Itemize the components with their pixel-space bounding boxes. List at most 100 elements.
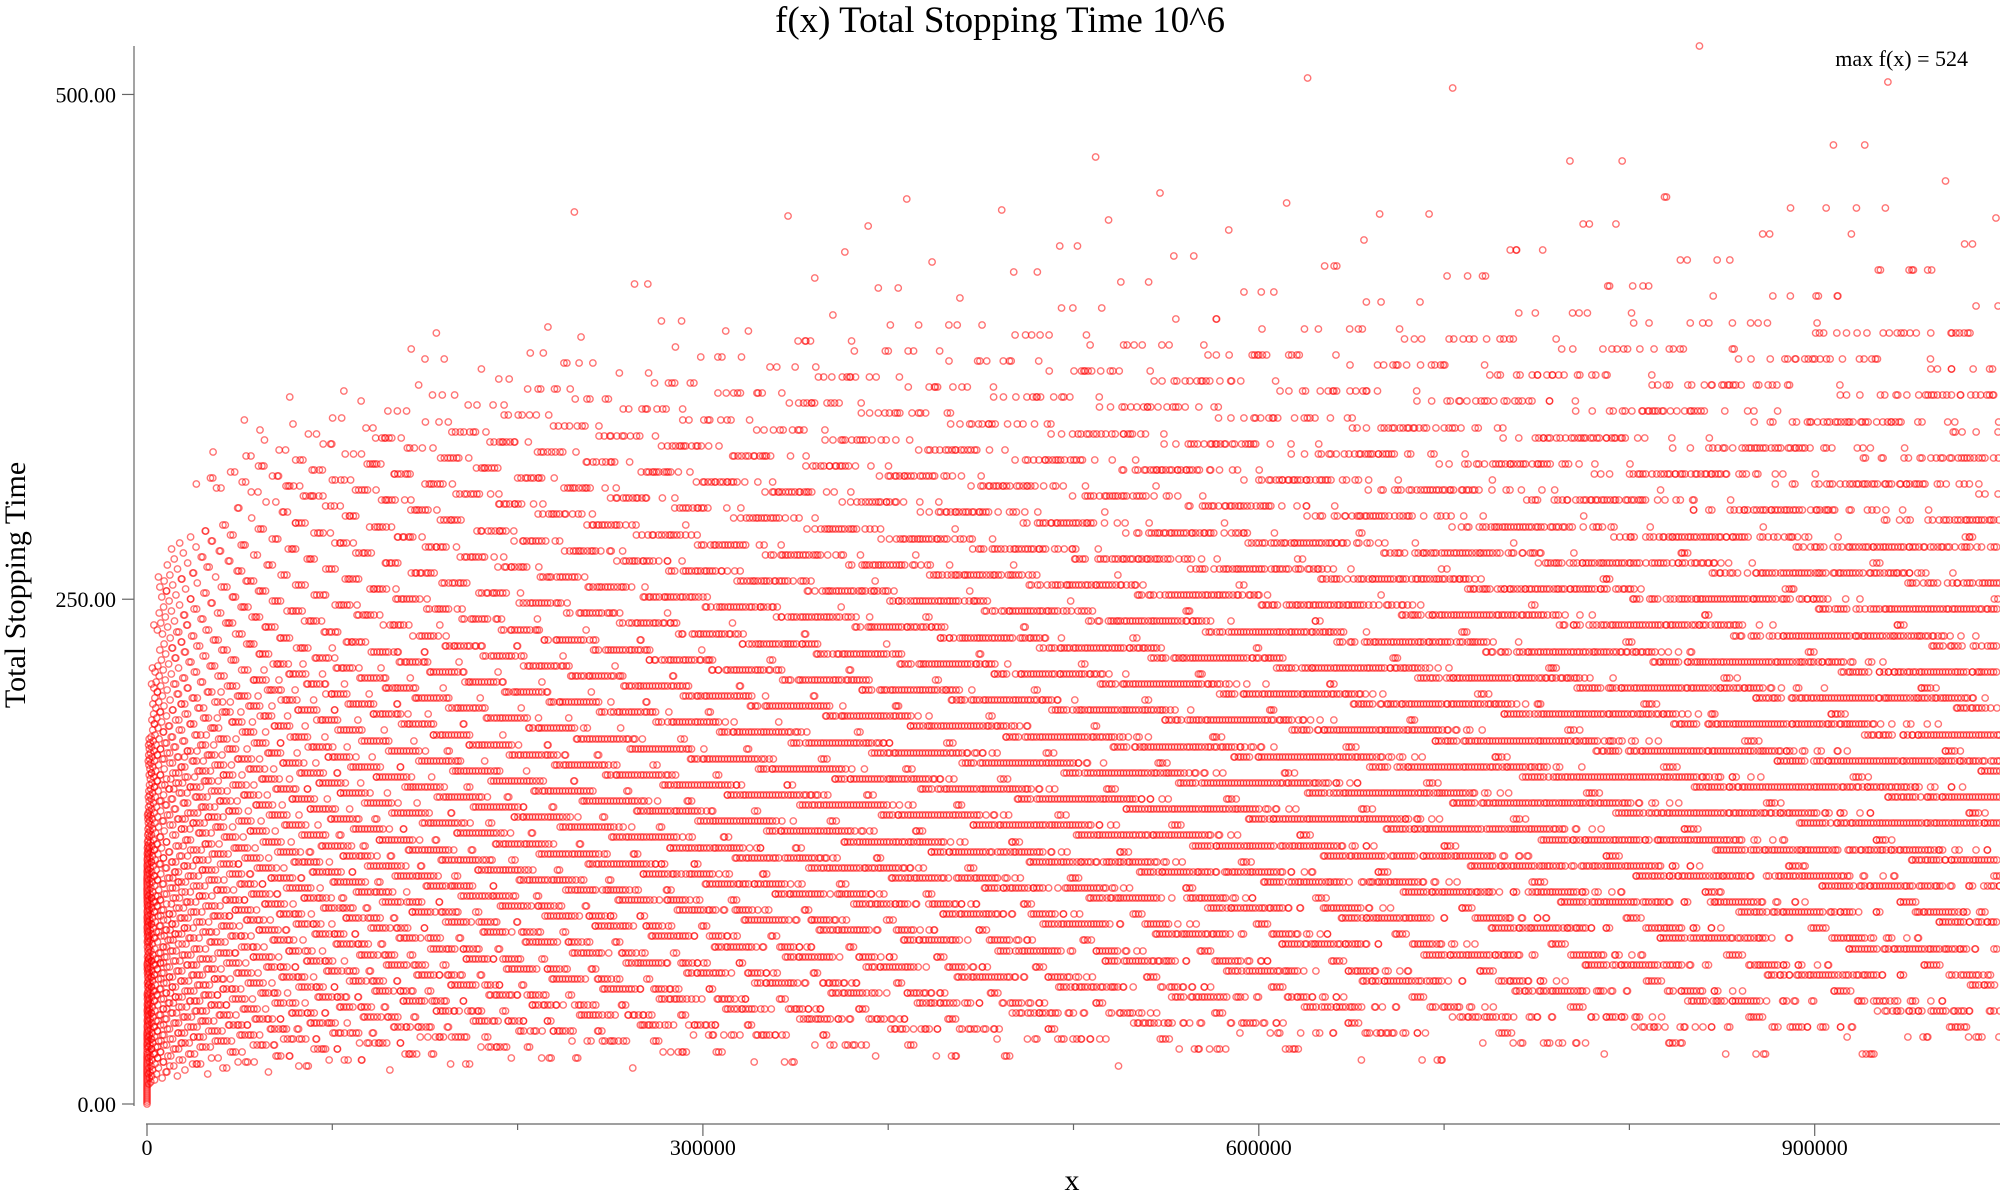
- data-point: [581, 975, 590, 983]
- data-point: [340, 957, 349, 965]
- data-point: [343, 743, 352, 751]
- data-point: [420, 924, 429, 932]
- data-point: [678, 416, 687, 424]
- data-point: [166, 634, 175, 642]
- data-point: [653, 761, 661, 769]
- data-point: [550, 474, 559, 482]
- data-point: [406, 674, 415, 682]
- data-point: [165, 571, 174, 579]
- data-point: [192, 480, 201, 488]
- data-point: [156, 682, 165, 690]
- data-point: [413, 799, 422, 807]
- data-point: [254, 692, 262, 700]
- data-point: [283, 712, 292, 720]
- data-point: [544, 411, 553, 419]
- data-point: [151, 731, 159, 739]
- data-point: [283, 989, 292, 997]
- data-point: [500, 401, 508, 409]
- data-point: [309, 696, 318, 704]
- data-point: [229, 886, 238, 894]
- data-point: [577, 333, 585, 341]
- data-point: [418, 444, 427, 452]
- data-point: [482, 428, 490, 436]
- data-point: [262, 498, 270, 506]
- data-point: [232, 735, 240, 743]
- data-point: [328, 644, 337, 652]
- data-point: [275, 676, 283, 684]
- data-point: [572, 448, 580, 456]
- data-point: [509, 527, 518, 535]
- data-point: [209, 741, 218, 749]
- data-point: [427, 773, 436, 781]
- data-point: [264, 1068, 273, 1076]
- data-point: [314, 821, 322, 829]
- data-point: [167, 607, 176, 615]
- data-point: [674, 468, 683, 476]
- data-point: [208, 955, 217, 963]
- data-point: [159, 666, 168, 674]
- data-point: [393, 407, 402, 415]
- data-point: [154, 761, 163, 769]
- data-point: [653, 797, 662, 805]
- data-point: [516, 589, 525, 597]
- data-point: [507, 928, 516, 936]
- data-point: [644, 369, 653, 377]
- data-point: [541, 537, 550, 545]
- data-point: [318, 670, 327, 678]
- data-point: [438, 391, 447, 399]
- data-point: [167, 670, 176, 678]
- data-point: [226, 698, 235, 706]
- data-point: [170, 617, 179, 625]
- data-point: [173, 1072, 182, 1080]
- data-point: [325, 858, 334, 866]
- data-point: [421, 355, 429, 363]
- data-point: [582, 626, 591, 634]
- data-point: [473, 401, 481, 409]
- data-point: [377, 664, 385, 672]
- data-point: [285, 775, 294, 783]
- data-point: [568, 1037, 576, 1045]
- data-point: [163, 686, 172, 694]
- data-point: [215, 840, 223, 848]
- data-point: [415, 836, 424, 844]
- data-point: [170, 555, 179, 563]
- data-point: [190, 773, 199, 781]
- data-point: [325, 1056, 334, 1064]
- data-point: [185, 1039, 194, 1047]
- data-point: [160, 702, 168, 710]
- data-point: [527, 902, 536, 910]
- data-point: [268, 801, 277, 809]
- data-point: [618, 547, 627, 555]
- data-point: [349, 539, 358, 547]
- data-point: [160, 640, 168, 648]
- data-point: [681, 521, 690, 529]
- data-point: [193, 747, 201, 755]
- data-point: [504, 411, 513, 419]
- data-point: [187, 1013, 196, 1021]
- data-point: [663, 609, 672, 617]
- data-point: [260, 436, 269, 444]
- data-point: [434, 872, 443, 880]
- data-point: [287, 838, 296, 846]
- data-point: [337, 414, 346, 422]
- data-point: [611, 1011, 620, 1019]
- data-point: [276, 739, 285, 747]
- data-point: [169, 1062, 178, 1070]
- data-point: [265, 890, 274, 898]
- data-point: [209, 448, 217, 456]
- data-point: [328, 743, 337, 751]
- data-point: [435, 418, 443, 426]
- data-point: [416, 1033, 425, 1041]
- data-point: [588, 359, 597, 367]
- data-point: [495, 981, 504, 989]
- data-point: [217, 484, 225, 492]
- data-point: [167, 545, 176, 553]
- data-point: [607, 698, 615, 706]
- data-point: [392, 585, 400, 593]
- data-point: [575, 912, 584, 920]
- data-point: [368, 753, 377, 761]
- data-point: [601, 484, 610, 492]
- data-point: [657, 442, 666, 450]
- data-point: [264, 854, 273, 862]
- data-point: [494, 375, 503, 383]
